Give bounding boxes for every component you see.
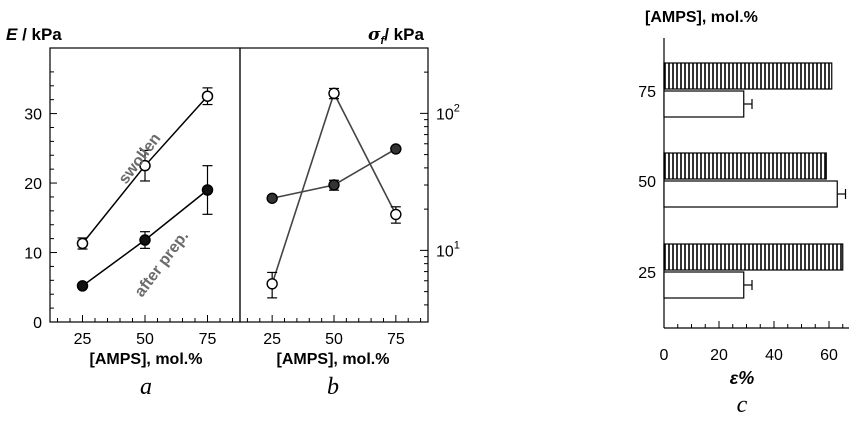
y-tick-label-a: 30 [24, 107, 42, 124]
panel-label-c: c [737, 392, 748, 418]
x-axis-label-b: [AMPS], mol.% [277, 351, 390, 368]
y-tick-exponent-b: 2 [454, 102, 460, 114]
y-axis-label-b: σf/ kPa [368, 25, 424, 47]
bar-open-c [663, 271, 745, 299]
y-tick-label-b: 101 [436, 239, 460, 260]
y-label-unit-a: / kPa [17, 25, 62, 44]
data-point-b [328, 179, 340, 191]
ticks-c: 0 20 40 60 75 50 25 [638, 84, 849, 364]
data-point-b [390, 208, 402, 221]
minor-ticks-a [50, 71, 233, 322]
y-tick-label-a: 20 [24, 176, 42, 193]
chart-panel-c: [AMPS], mol.% 0 20 40 60 75 50 25 ε% c [638, 9, 849, 418]
y-axis-label-c: [AMPS], mol.% [645, 9, 758, 26]
x-tick-label-c: 40 [765, 347, 783, 364]
y-axis-label-a: E / kPa [6, 25, 62, 44]
data-marks-c [663, 62, 847, 299]
x-tick-label-a: 75 [199, 331, 217, 348]
x-tick-label-b: 75 [387, 331, 405, 348]
x-tick-label-c: 20 [710, 347, 728, 364]
y-tick-label-a: 0 [33, 315, 42, 332]
x-axis-label-c: ε% [730, 368, 755, 388]
data-point-a [201, 90, 214, 102]
x-tick-label-a: 50 [136, 331, 154, 348]
bar-open-c [663, 90, 745, 118]
data-point-a [139, 159, 151, 172]
bar-hatched-c [663, 152, 827, 180]
ticks-b: 101 102 25 50 75 [263, 102, 460, 348]
data-point-b [266, 278, 278, 290]
y-label-subscript-b: f [381, 35, 386, 47]
minor-ticks-b [246, 47, 428, 322]
data-point-b [266, 192, 278, 204]
series-line-b-1 [271, 148, 397, 200]
y-tick-label-c: 50 [638, 174, 656, 191]
bar-hatched-c [663, 62, 833, 90]
chart-panel-b: σf/ kPa 101 102 25 50 75 [AMPS], mol.% b [239, 25, 460, 400]
data-marks-b [266, 87, 402, 299]
x-tick-label-b: 50 [325, 331, 343, 348]
data-point-a [76, 280, 89, 292]
y-tick-label-b: 102 [436, 102, 460, 123]
ticks-a: 0 10 20 30 25 50 75 [24, 107, 216, 348]
y-label-unit-b: / kPa [384, 25, 424, 44]
y-label-symbol-b: σ [368, 25, 381, 45]
y-label-symbol-a: E [6, 25, 18, 44]
x-axis-label-a: [AMPS], mol.% [90, 351, 203, 368]
data-point-a [201, 184, 214, 196]
x-tick-label-c: 60 [820, 347, 838, 364]
x-tick-label-c: 0 [660, 347, 669, 364]
data-point-a [139, 234, 151, 246]
bar-open-c [663, 180, 838, 208]
panel-label-a: a [140, 374, 152, 400]
x-tick-label-a: 25 [74, 331, 92, 348]
y-tick-label-c: 75 [638, 84, 656, 101]
data-point-b [390, 143, 402, 155]
y-tick-label-a: 10 [24, 246, 42, 263]
data-point-b [328, 87, 340, 100]
bar-hatched-c [663, 243, 844, 271]
panel-label-b: b [327, 374, 339, 400]
y-tick-label-c: 25 [638, 265, 656, 282]
data-marks-a [76, 87, 214, 292]
data-point-a [76, 237, 89, 250]
y-tick-exponent-b: 1 [454, 239, 460, 251]
series-label-swollen: swollen [116, 130, 165, 187]
x-tick-label-b: 25 [263, 331, 281, 348]
